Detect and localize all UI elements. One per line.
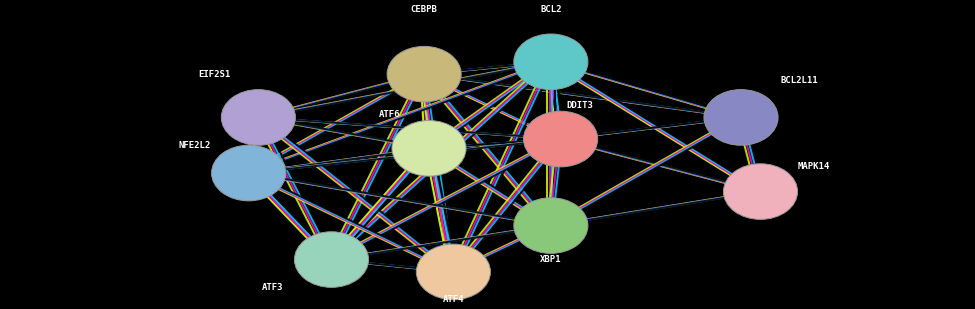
Ellipse shape xyxy=(392,121,466,176)
Ellipse shape xyxy=(294,232,369,287)
Ellipse shape xyxy=(514,198,588,253)
Text: ATF3: ATF3 xyxy=(262,283,284,292)
Text: BCL2L11: BCL2L11 xyxy=(781,76,818,85)
Ellipse shape xyxy=(524,111,598,167)
Ellipse shape xyxy=(212,145,286,201)
Ellipse shape xyxy=(514,34,588,90)
Ellipse shape xyxy=(387,46,461,102)
Text: ATF4: ATF4 xyxy=(443,295,464,304)
Ellipse shape xyxy=(723,164,798,219)
Ellipse shape xyxy=(416,244,490,300)
Ellipse shape xyxy=(704,90,778,145)
Text: EIF2S1: EIF2S1 xyxy=(198,70,231,79)
Text: CEBPB: CEBPB xyxy=(410,5,438,14)
Text: XBP1: XBP1 xyxy=(540,255,562,264)
Text: NFE2L2: NFE2L2 xyxy=(178,141,212,150)
Ellipse shape xyxy=(221,90,295,145)
Text: BCL2: BCL2 xyxy=(540,5,562,14)
Text: DDIT3: DDIT3 xyxy=(566,100,594,110)
Text: MAPK14: MAPK14 xyxy=(798,162,831,171)
Text: ATF6: ATF6 xyxy=(379,110,401,119)
